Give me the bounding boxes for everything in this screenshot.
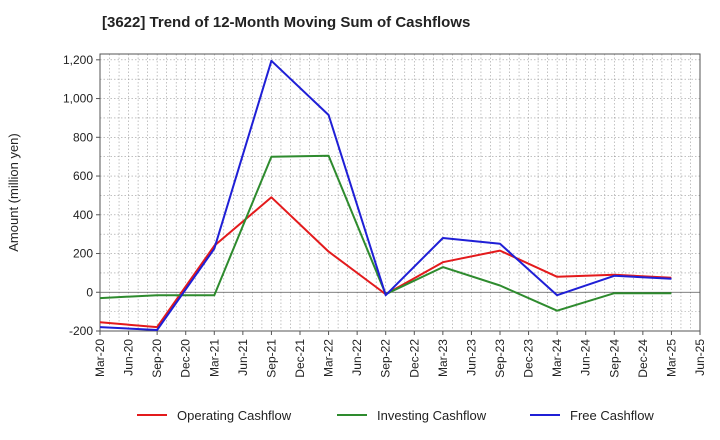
- x-tick-label: Mar-20: [93, 339, 107, 377]
- x-tick-label: Sep-23: [493, 339, 507, 378]
- x-tick-label: Dec-20: [179, 339, 193, 378]
- x-tick-label: Mar-25: [664, 339, 678, 377]
- y-axis-label: Amount (million yen): [6, 133, 21, 252]
- x-tick-label: Sep-21: [264, 339, 278, 378]
- plot-frame: [99, 53, 701, 332]
- x-tick-label: Mar-24: [550, 339, 564, 377]
- x-tick-label: Sep-24: [607, 339, 621, 378]
- x-tick-label: Jun-23: [464, 339, 478, 376]
- x-tick-label: Dec-24: [636, 339, 650, 378]
- legend-label: Free Cashflow: [570, 408, 654, 423]
- x-tick-label: Mar-21: [207, 339, 221, 377]
- y-tick-label: 1,000: [63, 92, 93, 106]
- x-tick-label: Sep-20: [150, 339, 164, 378]
- y-tick-label: 200: [73, 247, 93, 261]
- series-line-free-cashflow: [99, 59, 672, 331]
- y-tick-label: 600: [73, 169, 93, 183]
- y-tick-label: 1,200: [63, 53, 93, 67]
- x-tick-label: Mar-23: [436, 339, 450, 377]
- x-tick-label: Dec-21: [293, 339, 307, 378]
- x-tick-label: Sep-22: [379, 339, 393, 378]
- x-tick-label: Mar-22: [322, 339, 336, 377]
- x-tick-label: Jun-24: [579, 339, 593, 376]
- legend-label: Investing Cashflow: [377, 408, 487, 423]
- y-tick-label: 400: [73, 208, 93, 222]
- x-tick-label: Jun-22: [350, 339, 364, 376]
- y-tick-label: 0: [86, 285, 93, 299]
- y-tick-label: -200: [69, 324, 93, 338]
- x-axis-ticks: Mar-20 Jun-20 Sep-20 Dec-20 Mar-21 Jun-21 Sep-…: [93, 331, 707, 378]
- y-axis-ticks: -200 0 200 400 600 800 1,000 1,200: [63, 53, 100, 338]
- x-tick-label: Jun-20: [122, 339, 136, 376]
- x-tick-label: Dec-23: [522, 339, 536, 378]
- x-tick-label: Jun-25: [693, 339, 707, 376]
- legend: Operating Cashflow Investing Cashflow Free…: [137, 408, 654, 423]
- x-tick-label: Jun-21: [236, 339, 250, 376]
- chart-title: [3622] Trend of 12-Month Moving Sum of C…: [102, 14, 471, 31]
- x-tick-label: Dec-22: [407, 339, 421, 378]
- y-tick-label: 800: [73, 130, 93, 144]
- grid: [100, 54, 700, 332]
- series-lines: [99, 59, 672, 331]
- series-line-operating-cashflow: [99, 196, 672, 329]
- legend-label: Operating Cashflow: [177, 408, 292, 423]
